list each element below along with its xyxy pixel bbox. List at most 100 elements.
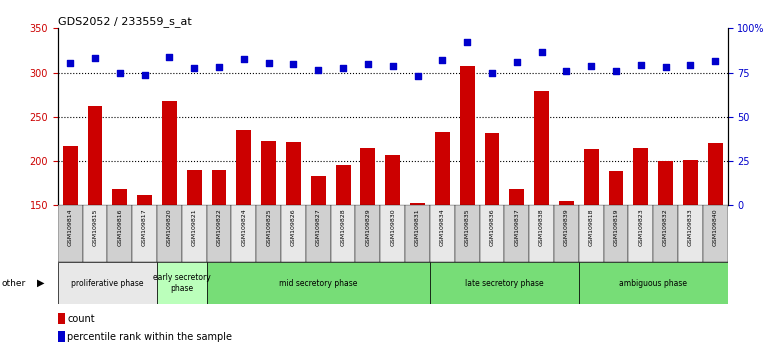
Bar (132, 205, 157, 262)
Point (561, 68, 573, 74)
Bar (504, 205, 529, 262)
Bar (212, 170, 226, 338)
Bar (703, 205, 728, 262)
Bar (579, 205, 604, 262)
Text: GSM109829: GSM109829 (366, 208, 370, 246)
Bar (658, 161, 673, 338)
Point (114, 70, 126, 75)
Bar (604, 205, 628, 262)
Text: GSM109831: GSM109831 (415, 208, 420, 246)
Text: GSM109816: GSM109816 (117, 208, 122, 246)
Bar (534, 91, 549, 338)
Text: GSM109820: GSM109820 (167, 208, 172, 246)
Bar (579, 262, 728, 304)
Text: other: other (2, 279, 25, 288)
Text: GSM109828: GSM109828 (340, 208, 346, 246)
Text: GDS2052 / 233559_s_at: GDS2052 / 233559_s_at (58, 16, 192, 27)
Text: GSM109830: GSM109830 (390, 208, 395, 246)
Text: GSM109836: GSM109836 (490, 208, 494, 246)
Bar (261, 141, 276, 338)
Point (337, 65, 350, 71)
Text: mid secretory phase: mid secretory phase (279, 279, 357, 288)
Bar (708, 143, 723, 338)
Bar (608, 171, 624, 338)
Point (263, 60, 275, 66)
Point (511, 59, 523, 65)
Bar (232, 205, 256, 262)
Point (362, 61, 374, 67)
Text: GSM109835: GSM109835 (464, 208, 470, 246)
Bar (107, 205, 132, 262)
Bar (82, 205, 107, 262)
Bar (385, 155, 400, 338)
Text: GSM109832: GSM109832 (663, 208, 668, 246)
Point (709, 58, 721, 64)
Bar (529, 205, 554, 262)
Bar (430, 262, 579, 304)
Bar (559, 201, 574, 338)
Text: late secretory phase: late secretory phase (465, 279, 544, 288)
Point (64, 60, 76, 66)
Text: GSM109819: GSM109819 (614, 208, 618, 246)
Text: ambiguous phase: ambiguous phase (619, 279, 687, 288)
Point (436, 57, 448, 63)
Bar (330, 205, 356, 262)
Text: GSM109838: GSM109838 (539, 208, 544, 246)
Text: GSM109833: GSM109833 (688, 208, 693, 246)
Bar (356, 205, 380, 262)
Bar (628, 205, 653, 262)
Bar (634, 148, 648, 338)
Point (411, 73, 424, 79)
Point (312, 67, 324, 73)
Bar (306, 205, 330, 262)
Text: GSM109815: GSM109815 (92, 208, 98, 246)
Text: GSM109825: GSM109825 (266, 208, 271, 246)
Bar (455, 205, 480, 262)
Text: GSM109827: GSM109827 (316, 208, 321, 246)
Point (685, 63, 697, 68)
Bar (484, 133, 500, 338)
Point (634, 63, 647, 68)
Point (89, 56, 101, 61)
Text: GSM109817: GSM109817 (142, 208, 147, 246)
Bar (380, 205, 405, 262)
Text: count: count (68, 314, 95, 324)
Text: percentile rank within the sample: percentile rank within the sample (68, 332, 233, 342)
Text: GSM109839: GSM109839 (564, 208, 569, 246)
Point (213, 64, 225, 70)
Bar (435, 132, 450, 338)
Text: GSM109837: GSM109837 (514, 208, 519, 246)
Text: ▶: ▶ (37, 278, 45, 288)
Bar (286, 142, 301, 338)
Bar (430, 205, 455, 262)
Text: GSM109821: GSM109821 (192, 208, 196, 246)
Bar (311, 176, 326, 338)
Bar (206, 205, 232, 262)
Bar (405, 205, 430, 262)
Bar (157, 205, 182, 262)
Bar (62, 146, 78, 338)
Bar (678, 205, 703, 262)
Bar (236, 130, 251, 338)
Point (287, 61, 300, 67)
Point (139, 73, 151, 78)
Text: GSM109824: GSM109824 (241, 208, 246, 246)
Bar (58, 331, 65, 343)
Bar (88, 106, 102, 338)
Bar (206, 262, 430, 304)
Bar (187, 170, 202, 338)
Bar (58, 205, 82, 262)
Bar (137, 195, 152, 338)
Bar (256, 205, 281, 262)
Bar (653, 205, 678, 262)
Text: GSM109834: GSM109834 (440, 208, 445, 246)
Bar (112, 189, 127, 338)
Text: GSM109840: GSM109840 (713, 208, 718, 246)
Point (387, 64, 399, 69)
Bar (58, 313, 65, 324)
Bar (157, 262, 206, 304)
Bar (554, 205, 579, 262)
Bar (460, 67, 474, 338)
Point (188, 65, 200, 71)
Bar (410, 202, 425, 338)
